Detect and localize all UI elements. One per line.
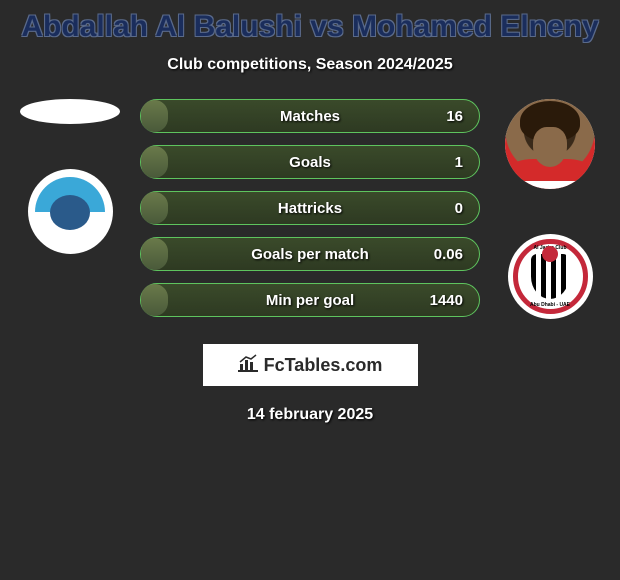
club2-logo: Al Jazira Club Abu Dhabi - UAE xyxy=(508,234,593,319)
stat-bar-goals-per-match: Goals per match 0.06 xyxy=(140,237,480,271)
player2-face xyxy=(505,99,595,189)
stat-value: 16 xyxy=(446,108,463,125)
right-column: Al Jazira Club Abu Dhabi - UAE xyxy=(490,99,610,319)
brand-box: FcTables.com xyxy=(203,344,418,386)
main-area: Matches 16 Goals 1 Hattricks 0 Goals per… xyxy=(0,99,620,319)
stat-value: 0 xyxy=(455,200,463,217)
club2-shield xyxy=(531,254,569,299)
club1-logo-inner xyxy=(35,177,105,247)
player1-photo-placeholder xyxy=(20,99,120,124)
club2-ball-icon xyxy=(542,246,558,262)
player2-photo xyxy=(505,99,595,189)
stat-value: 0.06 xyxy=(434,246,463,263)
stat-value: 1440 xyxy=(430,292,463,309)
stat-label: Goals per match xyxy=(141,246,479,263)
left-column xyxy=(10,99,130,254)
player2-face-skin xyxy=(533,127,567,167)
player2-jersey-trim xyxy=(515,181,585,189)
club1-logo xyxy=(28,169,113,254)
date-text: 14 february 2025 xyxy=(0,406,620,424)
stat-value: 1 xyxy=(455,154,463,171)
stat-bar-goals: Goals 1 xyxy=(140,145,480,179)
stat-label: Goals xyxy=(141,154,479,171)
club2-logo-inner: Al Jazira Club Abu Dhabi - UAE xyxy=(513,239,588,314)
club1-logo-center xyxy=(50,195,90,230)
brand-text: FcTables.com xyxy=(264,355,383,376)
stat-bar-matches: Matches 16 xyxy=(140,99,480,133)
season-subtitle: Club competitions, Season 2024/2025 xyxy=(0,56,620,74)
stat-bar-hattricks: Hattricks 0 xyxy=(140,191,480,225)
club2-subtitle: Abu Dhabi - UAE xyxy=(518,302,583,308)
stat-label: Min per goal xyxy=(141,292,479,309)
stat-label: Hattricks xyxy=(141,200,479,217)
stat-label: Matches xyxy=(141,108,479,125)
stat-bar-min-per-goal: Min per goal 1440 xyxy=(140,283,480,317)
chart-icon xyxy=(238,354,258,377)
comparison-title: Abdallah Al Balushi vs Mohamed Elneny xyxy=(0,10,620,44)
infographic-container: Abdallah Al Balushi vs Mohamed Elneny Cl… xyxy=(0,0,620,434)
stats-column: Matches 16 Goals 1 Hattricks 0 Goals per… xyxy=(140,99,480,317)
